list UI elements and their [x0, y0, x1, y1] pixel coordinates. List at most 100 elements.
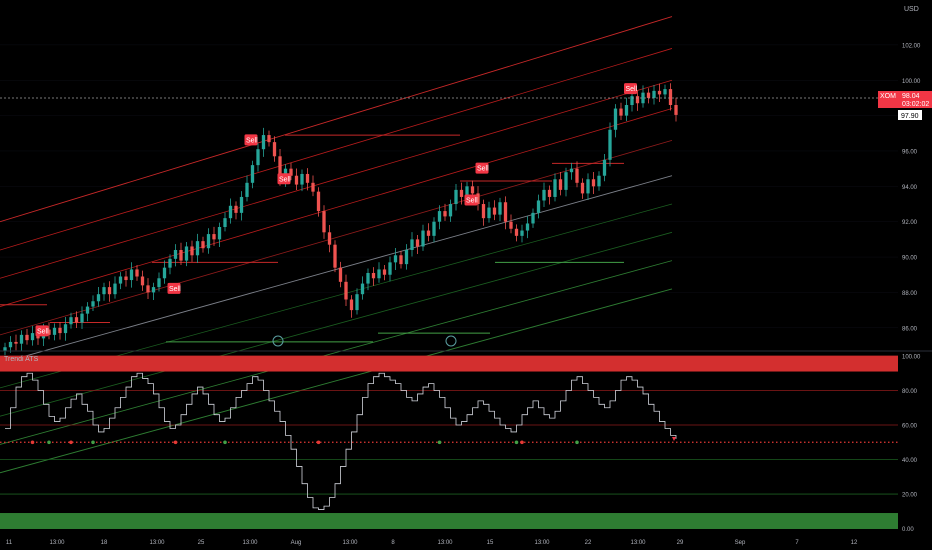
candle-body [415, 239, 420, 247]
sell-signal-box [624, 83, 637, 95]
candle-body [212, 234, 216, 240]
candle-body [157, 278, 161, 288]
price-tick-label: 94.00 [902, 185, 918, 191]
price-pane[interactable]: Sell Sell Sell Sell Sell Sell Sell 86.00 88.00 9… [0, 6, 932, 474]
candle-body [80, 313, 84, 323]
candle-body [338, 267, 343, 282]
indicator-tick-label: 0.00 [902, 527, 914, 533]
candle-body [542, 189, 546, 201]
candle-body [448, 204, 453, 217]
candle-body [190, 246, 194, 256]
indicator-tick-label: 40.00 [902, 458, 918, 464]
signal-dot [520, 440, 524, 445]
candle-body [404, 249, 409, 265]
indicator-axis[interactable]: 0.00 20.00 40.00 60.00 80.00 100.00 [902, 355, 921, 534]
sell-signal-box [464, 194, 478, 206]
candle-body [569, 168, 574, 173]
last-close-value: 97.90 [901, 113, 919, 120]
currency-label: USD [904, 6, 919, 13]
channel-line [0, 231, 673, 417]
candle-body [91, 301, 95, 307]
price-tag-value: 98.04 [902, 93, 920, 100]
candle-body [30, 333, 35, 341]
candle-body [201, 241, 205, 249]
trendi-ats-line [5, 372, 677, 510]
candle-body [179, 249, 183, 261]
sell-signal-label: Sell [279, 176, 291, 183]
candle-body [58, 327, 62, 334]
price-tag-symbol: XOM [880, 93, 896, 100]
candle-body [410, 239, 414, 250]
candle-body [118, 276, 123, 284]
candle-body [113, 283, 117, 295]
candle-body [162, 267, 167, 279]
price-tick-label: 100.00 [902, 79, 921, 85]
candle-body [168, 258, 172, 268]
candle-body [641, 92, 645, 104]
candle-body [393, 255, 398, 263]
last-close-tag: 97.90 [898, 110, 922, 120]
time-tick-label: 8 [391, 540, 395, 546]
candle-body [228, 205, 233, 219]
candle-body [74, 317, 79, 323]
sell-signal: Sell [464, 194, 478, 206]
candle-body [250, 165, 255, 183]
candle-body [531, 212, 535, 224]
time-tick-label: 13:00 [149, 540, 165, 546]
candle-body [278, 156, 282, 180]
time-tick-label: 12 [851, 540, 858, 546]
candle-body [602, 159, 607, 176]
channel-line [0, 108, 673, 307]
candle-body [421, 230, 425, 247]
signal-dot [223, 440, 227, 445]
candle-body [663, 89, 667, 95]
candle-body [63, 324, 68, 334]
indicator-tick-label: 60.00 [902, 424, 918, 430]
candle-body [206, 234, 211, 249]
signal-dot [575, 440, 579, 445]
sell-signal-label: Sell [626, 86, 638, 93]
candle-body [135, 269, 139, 277]
indicator-pane[interactable]: 0.00 20.00 40.00 60.00 80.00 100.00 Trendi AT… [0, 355, 921, 534]
price-tick-label: 90.00 [902, 256, 918, 262]
time-tick-label: 25 [198, 540, 205, 546]
candle-body [261, 135, 266, 150]
candle-body [646, 92, 651, 98]
sell-signal-box [475, 162, 489, 174]
candle-body [470, 186, 475, 194]
time-axis[interactable]: 11 13:00 18 13:00 25 13:00 Aug 13:00 8 13:00 15 13:… [6, 540, 858, 546]
dividend-icon[interactable] [445, 335, 457, 347]
sell-signal: Sell [35, 325, 49, 337]
candle-body [558, 179, 563, 190]
candle-body [140, 276, 145, 286]
candle-body [674, 105, 678, 115]
price-tag-countdown: 03:02:02 [902, 101, 929, 108]
candle-body [256, 149, 260, 166]
time-tick-label: 13:00 [437, 540, 453, 546]
candle-body [3, 347, 7, 351]
candle-body [591, 179, 596, 187]
candle-body [129, 269, 134, 281]
candle-body [443, 211, 447, 217]
time-tick-label: Sep [735, 540, 746, 546]
indicator-name: Trendi ATS [4, 356, 39, 363]
time-tick-label: 7 [795, 540, 799, 546]
time-tick-label: 15 [487, 540, 494, 546]
candle-body [520, 230, 524, 236]
candle-body [14, 341, 18, 344]
earnings-icon[interactable] [272, 335, 284, 347]
overbought-zone [0, 356, 898, 372]
time-tick-label: 13:00 [630, 540, 646, 546]
signal-dot [316, 440, 321, 445]
sell-signal: Sell [475, 162, 489, 174]
price-tick-label: 86.00 [902, 326, 918, 332]
candle-body [360, 283, 365, 295]
candle-body [575, 168, 579, 183]
sell-signal-box [35, 325, 49, 337]
channel-line [0, 260, 673, 445]
signal-dot [173, 440, 178, 445]
price-tick-label: 92.00 [902, 220, 918, 226]
candle-body [8, 341, 13, 348]
candle-body [102, 287, 106, 295]
